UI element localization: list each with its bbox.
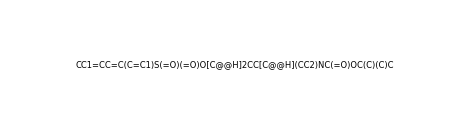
Text: CC1=CC=C(C=C1)S(=O)(=O)O[C@@H]2CC[C@@H](CC2)NC(=O)OC(C)(C)C: CC1=CC=C(C=C1)S(=O)(=O)O[C@@H]2CC[C@@H](…	[76, 60, 394, 69]
